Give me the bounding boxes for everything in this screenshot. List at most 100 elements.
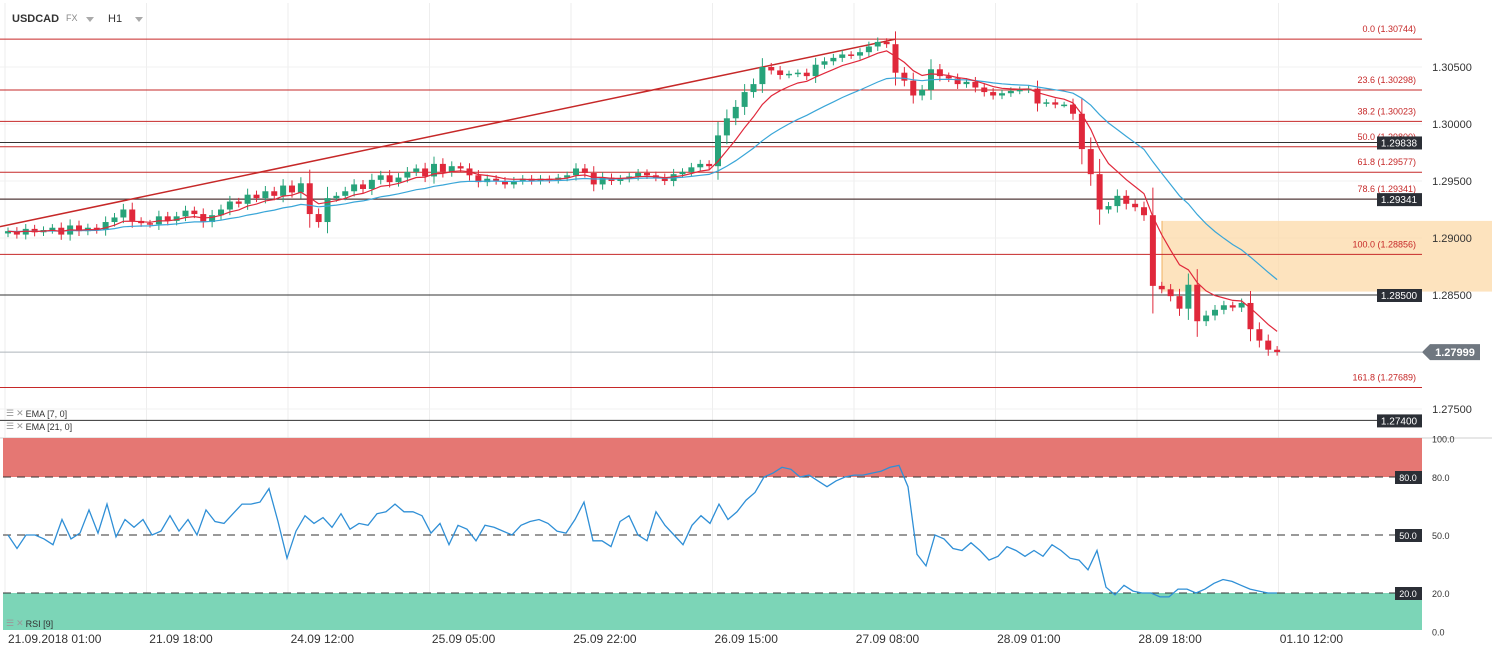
supply-zone [1162,220,1492,292]
candle-body [493,178,500,181]
ema-slow-indicator[interactable]: ☰ ✕ EMA [21, 0] [6,421,72,432]
rsi-overbought-zone [3,438,1422,477]
candle-body [289,185,295,193]
candle-body [5,231,11,234]
level-tag-bg [1377,136,1422,150]
candle-body [1212,309,1218,316]
candle-body [297,183,304,193]
candle-body [191,210,198,215]
close-icon[interactable]: ✕ [16,408,24,418]
timeframe-label[interactable]: H1 [108,13,123,25]
candle-body [573,168,579,176]
ema-fast-indicator[interactable]: ☰ ✕ EMA [7, 0] [6,408,67,419]
candle-body [182,210,189,217]
time-axis-tick: 21.09.2018 01:00 [8,632,102,646]
list-icon[interactable]: ☰ [6,408,15,418]
candle-body [1061,104,1068,107]
candle-body [1070,104,1076,114]
candle-body [386,175,393,183]
candle-body [484,178,491,183]
candle-body [883,41,890,45]
fib-level-label: 23.6 (1.30298) [1357,75,1416,85]
candle-body [315,214,322,223]
candle-body [342,191,349,196]
time-axis-tick: 21.09 18:00 [149,632,213,646]
candle-body [581,168,588,174]
level-tag-label: 1.28500 [1381,291,1418,302]
rsi-axis-tick: 50.0 [1432,531,1450,541]
time-axis-tick: 26.09 15:00 [715,632,779,646]
ema-slow-line [7,77,1278,281]
market-dropdown-icon[interactable] [86,17,94,22]
candle-body [617,178,624,181]
candle-body [129,209,136,221]
candle-body [422,168,429,177]
rsi-axis-tick: 80.0 [1432,473,1450,483]
rsi-label: RSI [9] [25,618,54,629]
ema-slow-label: EMA [21, 0] [25,421,73,432]
candle-body [147,223,153,225]
candle-body [173,216,180,221]
level-tag-label: 1.29341 [1381,195,1418,206]
close-icon[interactable]: ✕ [16,421,24,431]
candle-body [679,171,686,175]
rsi-level-tag: 20.0 [1399,589,1417,599]
candle-body [1229,305,1236,308]
candle-body [351,184,358,192]
candle-body [262,191,269,199]
candle-body [1274,349,1281,352]
time-axis-tick: 28.09 18:00 [1138,632,1202,646]
candle-body [377,175,384,180]
candle-body [1043,102,1050,104]
candle-body [1203,315,1210,322]
candle-body [910,80,917,96]
candle-body [31,228,38,233]
market-label[interactable]: FX [66,13,78,23]
candle-body [324,198,331,223]
list-icon[interactable]: ☰ [6,421,15,431]
candle-body [13,231,20,235]
candle-body [990,92,997,96]
candle-body [803,72,810,77]
candle-body [821,61,828,65]
rsi-indicator[interactable]: ☰ ✕ RSI [9] [6,618,53,629]
rsi-oversold-zone [3,593,1422,630]
candle-body [413,168,420,172]
level-tag-bg [1377,414,1422,428]
candle-body [750,84,757,93]
candle-body [644,173,650,176]
candles-group [5,31,1281,356]
price-axis-tick: 1.27500 [1432,404,1472,416]
candle-body [1167,289,1174,297]
candle-body [892,44,899,73]
price-axis-tick: 1.29000 [1432,233,1472,245]
candle-body [333,195,340,199]
rsi-level-tag: 80.0 [1399,473,1417,483]
rsi-line [7,464,1277,598]
candle-body [475,175,482,183]
timeframe-dropdown-icon[interactable] [135,17,143,22]
close-icon[interactable]: ✕ [16,618,24,628]
candle-body [919,89,926,96]
candle-body [1052,102,1059,105]
candle-body [102,222,109,231]
time-axis-tick: 25.09 22:00 [573,632,637,646]
rsi-level-tag-bg [1395,529,1422,542]
rsi-axis-tick: 100.0 [1432,434,1455,444]
price-axis-tick: 1.30000 [1432,119,1472,131]
candle-body [1016,89,1023,92]
rsi-level-tag-bg [1395,587,1422,600]
candle-body [812,64,819,77]
candle-body [218,209,224,216]
candle-body [635,173,642,177]
candle-body [848,54,855,56]
candle-body [120,209,127,218]
candle-body [1265,340,1272,350]
symbol-label[interactable]: USDCAD [12,13,60,25]
candle-body [1114,195,1121,207]
candle-body [706,163,713,167]
candle-body [777,70,784,75]
candle-body [1087,149,1094,175]
candle-body [936,69,943,77]
list-icon[interactable]: ☰ [6,618,15,628]
